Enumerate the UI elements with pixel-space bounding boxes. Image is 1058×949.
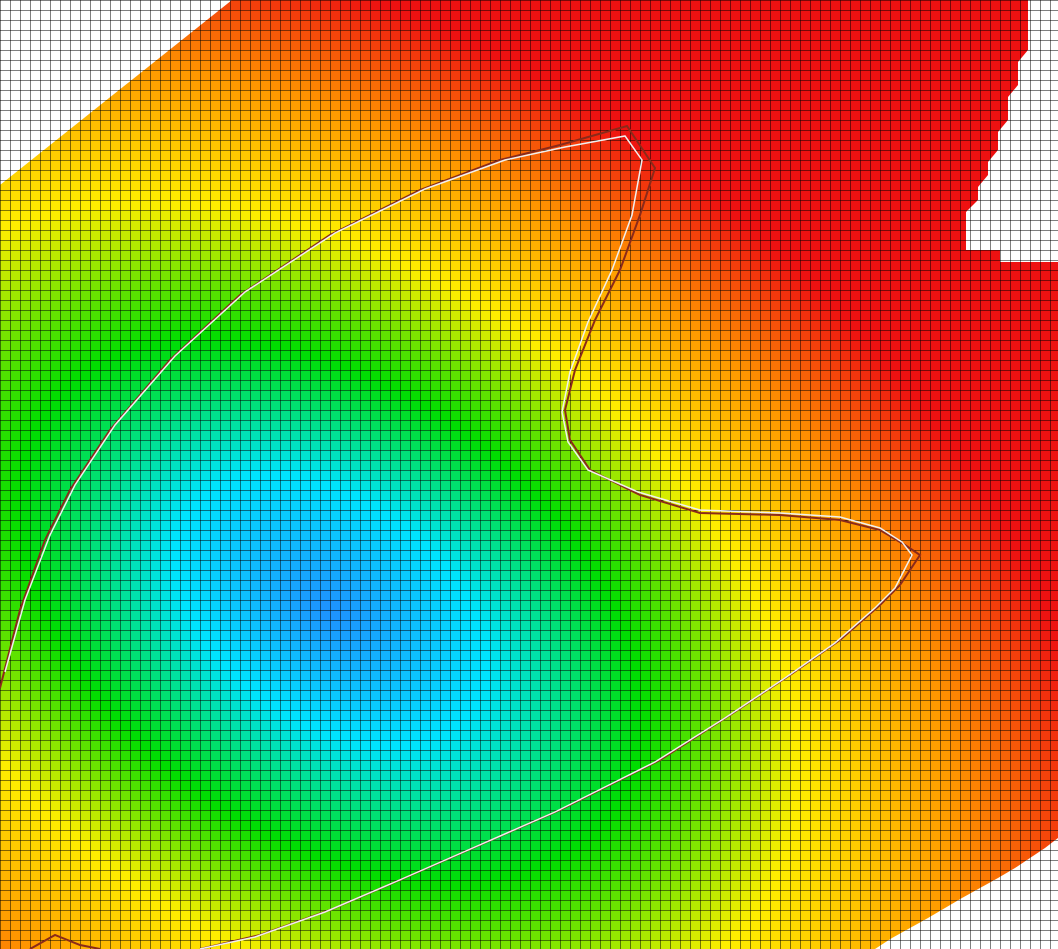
map-viewport[interactable] [0, 0, 1058, 949]
contour-grid-map[interactable] [0, 0, 1058, 949]
